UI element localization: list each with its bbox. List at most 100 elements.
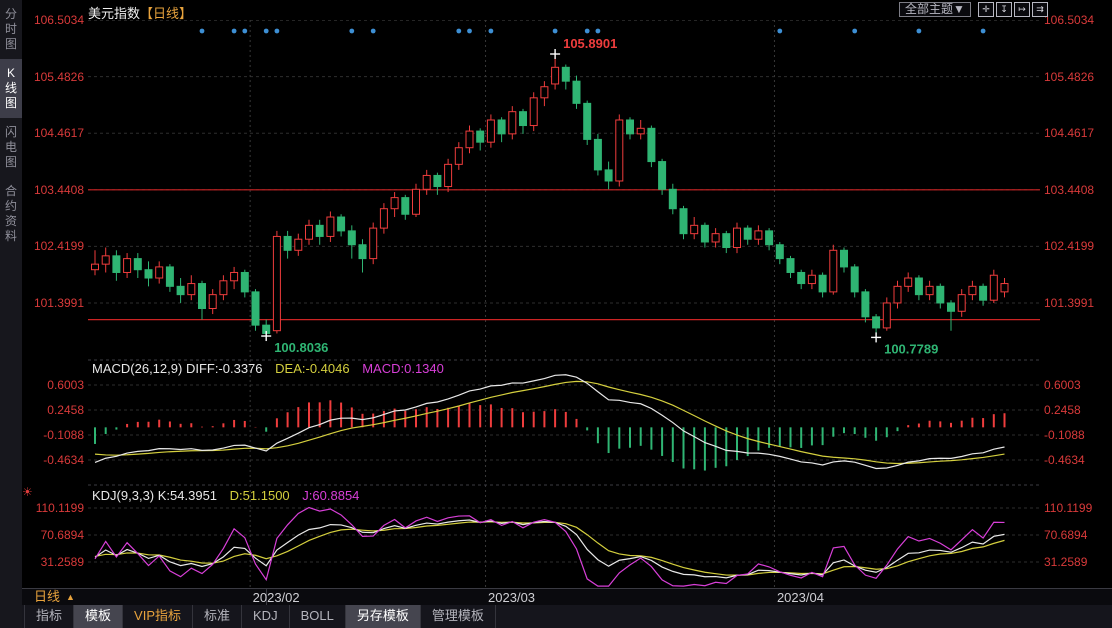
macd-indicator-header: MACD(26,12,9) DIFF:-0.3376 DEA:-0.4046 M… xyxy=(92,361,444,376)
macd-bar-value: MACD:0.1340 xyxy=(362,361,444,376)
tab-另存模板[interactable]: 另存模板 xyxy=(345,605,421,628)
high-price-label: 105.8901 xyxy=(563,36,617,51)
event-dot xyxy=(370,28,376,34)
tab-指标[interactable]: 指标 xyxy=(24,605,75,628)
alert-lines-layer xyxy=(88,189,1040,321)
event-dots-layer xyxy=(199,28,986,34)
tab-KDJ[interactable]: KDJ xyxy=(242,605,290,628)
candle-body xyxy=(658,161,667,190)
macd-axis-label: -0.4634 xyxy=(43,453,84,467)
month-axis-label: 2023/03 xyxy=(488,590,536,605)
candle-body xyxy=(358,244,367,260)
candle-body xyxy=(604,169,613,182)
candle-body xyxy=(176,285,185,296)
sidebar-item-分时图[interactable]: 分时图 xyxy=(4,7,17,51)
macd-axis-label: 0.2458 xyxy=(1044,403,1081,417)
price-axis-label: 103.4408 xyxy=(1044,182,1095,197)
pan-right-icon[interactable]: ⇉ xyxy=(1032,2,1048,17)
candle-body xyxy=(914,277,923,296)
candle-body xyxy=(519,111,527,127)
macd-name: MACD(26,12,9) xyxy=(92,361,183,376)
candle-body xyxy=(700,224,709,243)
sidebar-item-闪电图[interactable]: 闪电图 xyxy=(4,125,17,169)
grid-layer xyxy=(88,20,1040,588)
sidebar-item-合约资料[interactable]: 合约资料 xyxy=(4,184,17,243)
indicator-settings-icon[interactable]: ☀ xyxy=(22,485,33,499)
price-axis-label: 101.3991 xyxy=(33,296,84,310)
period-selector[interactable]: 日线 ▲ xyxy=(22,589,267,605)
tab-BOLL[interactable]: BOLL xyxy=(290,605,346,628)
candle-body xyxy=(219,280,228,296)
kdj-k-line xyxy=(94,519,1005,579)
candle-body xyxy=(807,274,816,285)
event-dot xyxy=(274,28,280,34)
candle-body xyxy=(412,188,420,215)
candle-body xyxy=(251,291,260,326)
candle-body xyxy=(989,274,998,301)
candle-body xyxy=(572,80,581,104)
candle-body xyxy=(315,224,324,237)
candle-body xyxy=(347,230,356,246)
candle-body xyxy=(957,294,966,312)
macd-axis-label: -0.4634 xyxy=(1044,453,1085,467)
kdj-axis-label: 70.6894 xyxy=(1044,528,1088,542)
candle-body xyxy=(165,266,174,287)
candle-body xyxy=(679,208,688,235)
candle-body xyxy=(497,119,506,135)
candle-body xyxy=(561,66,570,82)
candle-body xyxy=(861,291,870,318)
tab-模板[interactable]: 模板 xyxy=(74,605,124,628)
candle-body xyxy=(850,266,859,293)
price-axis-label: 106.5034 xyxy=(33,13,84,27)
fit-left-axis-icon[interactable]: ↧ xyxy=(996,2,1012,17)
tab-标准[interactable]: 标准 xyxy=(193,605,243,628)
kdj-j-line xyxy=(94,506,1005,587)
theme-select-button[interactable]: 全部主题▼ xyxy=(899,2,971,17)
tab-管理模板[interactable]: 管理模板 xyxy=(421,605,496,628)
candle-body xyxy=(722,233,731,249)
candle-body xyxy=(872,316,881,329)
candle-body xyxy=(893,285,902,304)
candlestick-chart[interactable]: 105.8901 100.8036 100.7789 xyxy=(88,20,1040,588)
candle-body xyxy=(979,285,988,301)
price-axis-label: 105.4826 xyxy=(33,69,84,84)
candle-body xyxy=(615,119,624,182)
candle-body xyxy=(840,249,848,268)
price-axis-label: 101.3991 xyxy=(1044,296,1095,310)
tab-VIP指标[interactable]: VIP指标 xyxy=(123,605,193,628)
kdj-indicator-header: KDJ(9,3,3) K:54.3951 D:51.1500 J:60.8854 xyxy=(92,488,359,503)
event-dot xyxy=(242,28,248,34)
fit-right-axis-icon[interactable]: ↦ xyxy=(1014,2,1030,17)
candle-body xyxy=(240,271,249,293)
candle-body xyxy=(583,102,592,140)
price-axis-label: 102.4199 xyxy=(1044,239,1095,254)
candle-body xyxy=(904,277,913,287)
candle-body xyxy=(208,294,217,310)
candle-body xyxy=(486,119,495,143)
crosshair-icon[interactable]: ✛ xyxy=(978,2,994,17)
event-dot xyxy=(595,28,601,34)
candle-body xyxy=(476,130,485,143)
candle-body xyxy=(422,174,431,190)
candle-body xyxy=(508,111,517,135)
macd-axis-label: 0.6003 xyxy=(1044,378,1081,392)
kdj-layer xyxy=(94,506,1005,587)
event-dot xyxy=(852,28,858,34)
candle-body xyxy=(337,216,346,232)
candle-body xyxy=(797,271,806,285)
candle-body xyxy=(283,235,292,251)
candle-body xyxy=(593,138,602,171)
kdj-axis-label: 70.6894 xyxy=(40,528,84,542)
candle-body xyxy=(529,97,538,127)
candle-body xyxy=(925,285,934,296)
macd-layer xyxy=(94,374,1006,471)
candle-body xyxy=(947,302,955,312)
chart-title: 美元指数【日线】 xyxy=(88,3,192,22)
candle-body xyxy=(444,163,453,188)
kdj-d-value: D:51.1500 xyxy=(229,488,290,503)
theme-select-label: 全部主题 xyxy=(905,2,954,16)
candle-body xyxy=(626,119,634,135)
event-dot xyxy=(467,28,472,34)
candle-body xyxy=(743,227,752,240)
